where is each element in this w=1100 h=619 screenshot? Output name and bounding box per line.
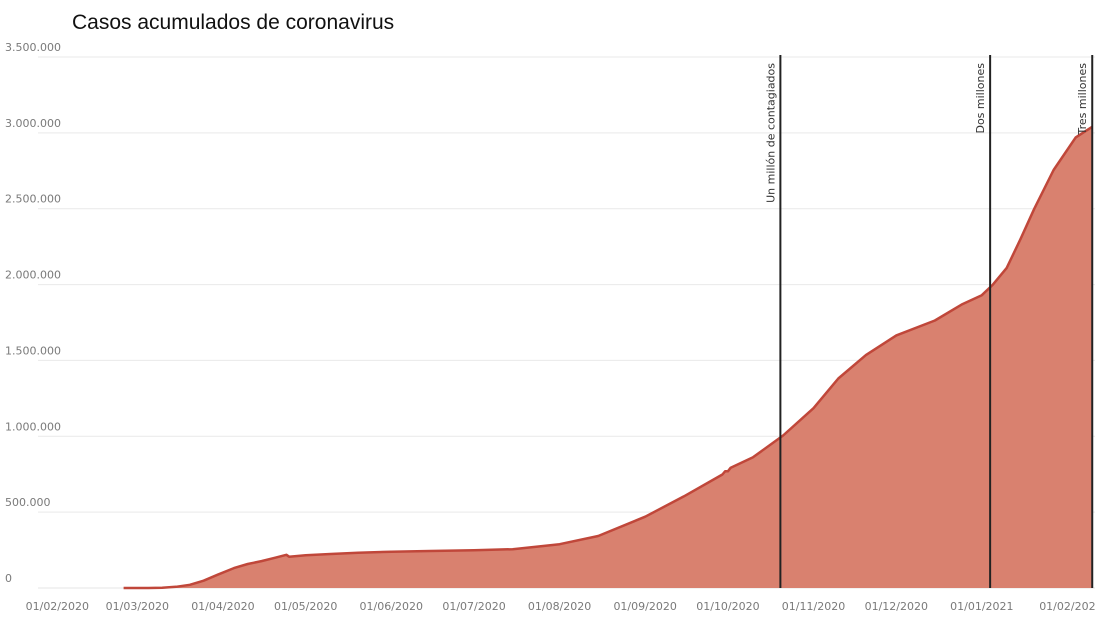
y-tick-label: 1.000.000 [5,420,61,433]
y-tick-label: 3.000.000 [5,117,61,130]
y-tick-label: 1.500.000 [5,344,61,357]
y-tick-label: 2.500.000 [5,193,61,206]
x-tick-label: 01/04/2020 [191,600,254,613]
cases-area-fill [123,126,1093,589]
x-tick-label: 01/03/2020 [106,600,169,613]
x-tick-label: 01/11/2020 [782,600,845,613]
y-tick-label: 3.500.000 [5,41,61,54]
x-tick-label: 01/02/202 [1039,600,1095,613]
y-tick-label: 2.000.000 [5,269,61,282]
annotation-label: Un millón de contagiados [764,63,777,203]
y-axis: 0 500.000 1.000.000 1.500.000 2.000.000 2.500… [5,41,61,585]
x-tick-label: 01/09/2020 [613,600,676,613]
annotation-label: Tres millones [1076,63,1089,136]
x-tick-label: 01/02/2020 [26,600,89,613]
x-tick-label: 01/07/2020 [442,600,505,613]
annotation-label: Dos millones [974,63,987,134]
annotation-lines: Un millón de contagiados Dos millones Tres… [764,55,1094,588]
x-tick-label: 01/08/2020 [528,600,591,613]
x-tick-label: 01/06/2020 [360,600,423,613]
y-tick-label: 500.000 [5,496,51,509]
x-tick-label: 01/10/2020 [696,600,759,613]
y-tick-label: 0 [5,572,12,585]
plot-area [123,125,1093,590]
chart-title: Casos acumulados de coronavirus [72,11,394,34]
cases-line [123,125,1093,590]
x-tick-label: 01/01/2021 [950,600,1013,613]
x-axis: 01/02/2020 01/03/2020 01/04/2020 01/05/2020… [26,600,1096,613]
gridlines [38,56,1095,589]
x-tick-label: 01/12/2020 [865,600,928,613]
x-tick-label: 01/05/2020 [274,600,337,613]
